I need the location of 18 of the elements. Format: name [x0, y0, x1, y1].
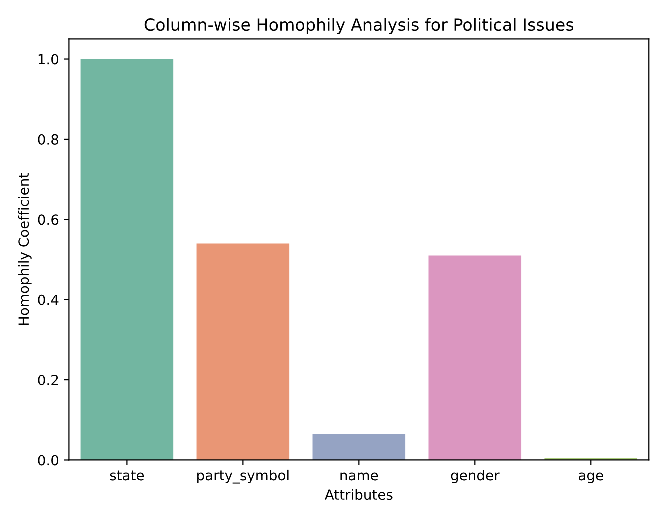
- y-tick-label: 0.6: [38, 214, 59, 226]
- bar: [428, 256, 522, 460]
- y-tick-label: 0.2: [38, 375, 58, 386]
- x-tick-label: gender: [451, 470, 500, 484]
- x-tick-label: party_symbol: [198, 470, 289, 484]
- y-tick-label: 0.4: [38, 294, 59, 306]
- chart-title: Column-wise Homophily Analysis for Political Issues: [144, 18, 574, 34]
- y-tick-label: 1.0: [38, 54, 59, 65]
- bar: [312, 434, 406, 460]
- x-tick-label: state: [110, 470, 144, 481]
- y-axis-title: Homophily Coefficient: [18, 173, 32, 326]
- bar: [80, 59, 174, 460]
- x-axis-title: Attributes: [324, 489, 393, 500]
- y-tick-label: 0.8: [38, 134, 59, 145]
- x-tick-label: age: [579, 472, 604, 484]
- y-tick-label: 0.0: [38, 455, 59, 466]
- x-tick-label: name: [340, 472, 378, 481]
- bar: [196, 244, 290, 460]
